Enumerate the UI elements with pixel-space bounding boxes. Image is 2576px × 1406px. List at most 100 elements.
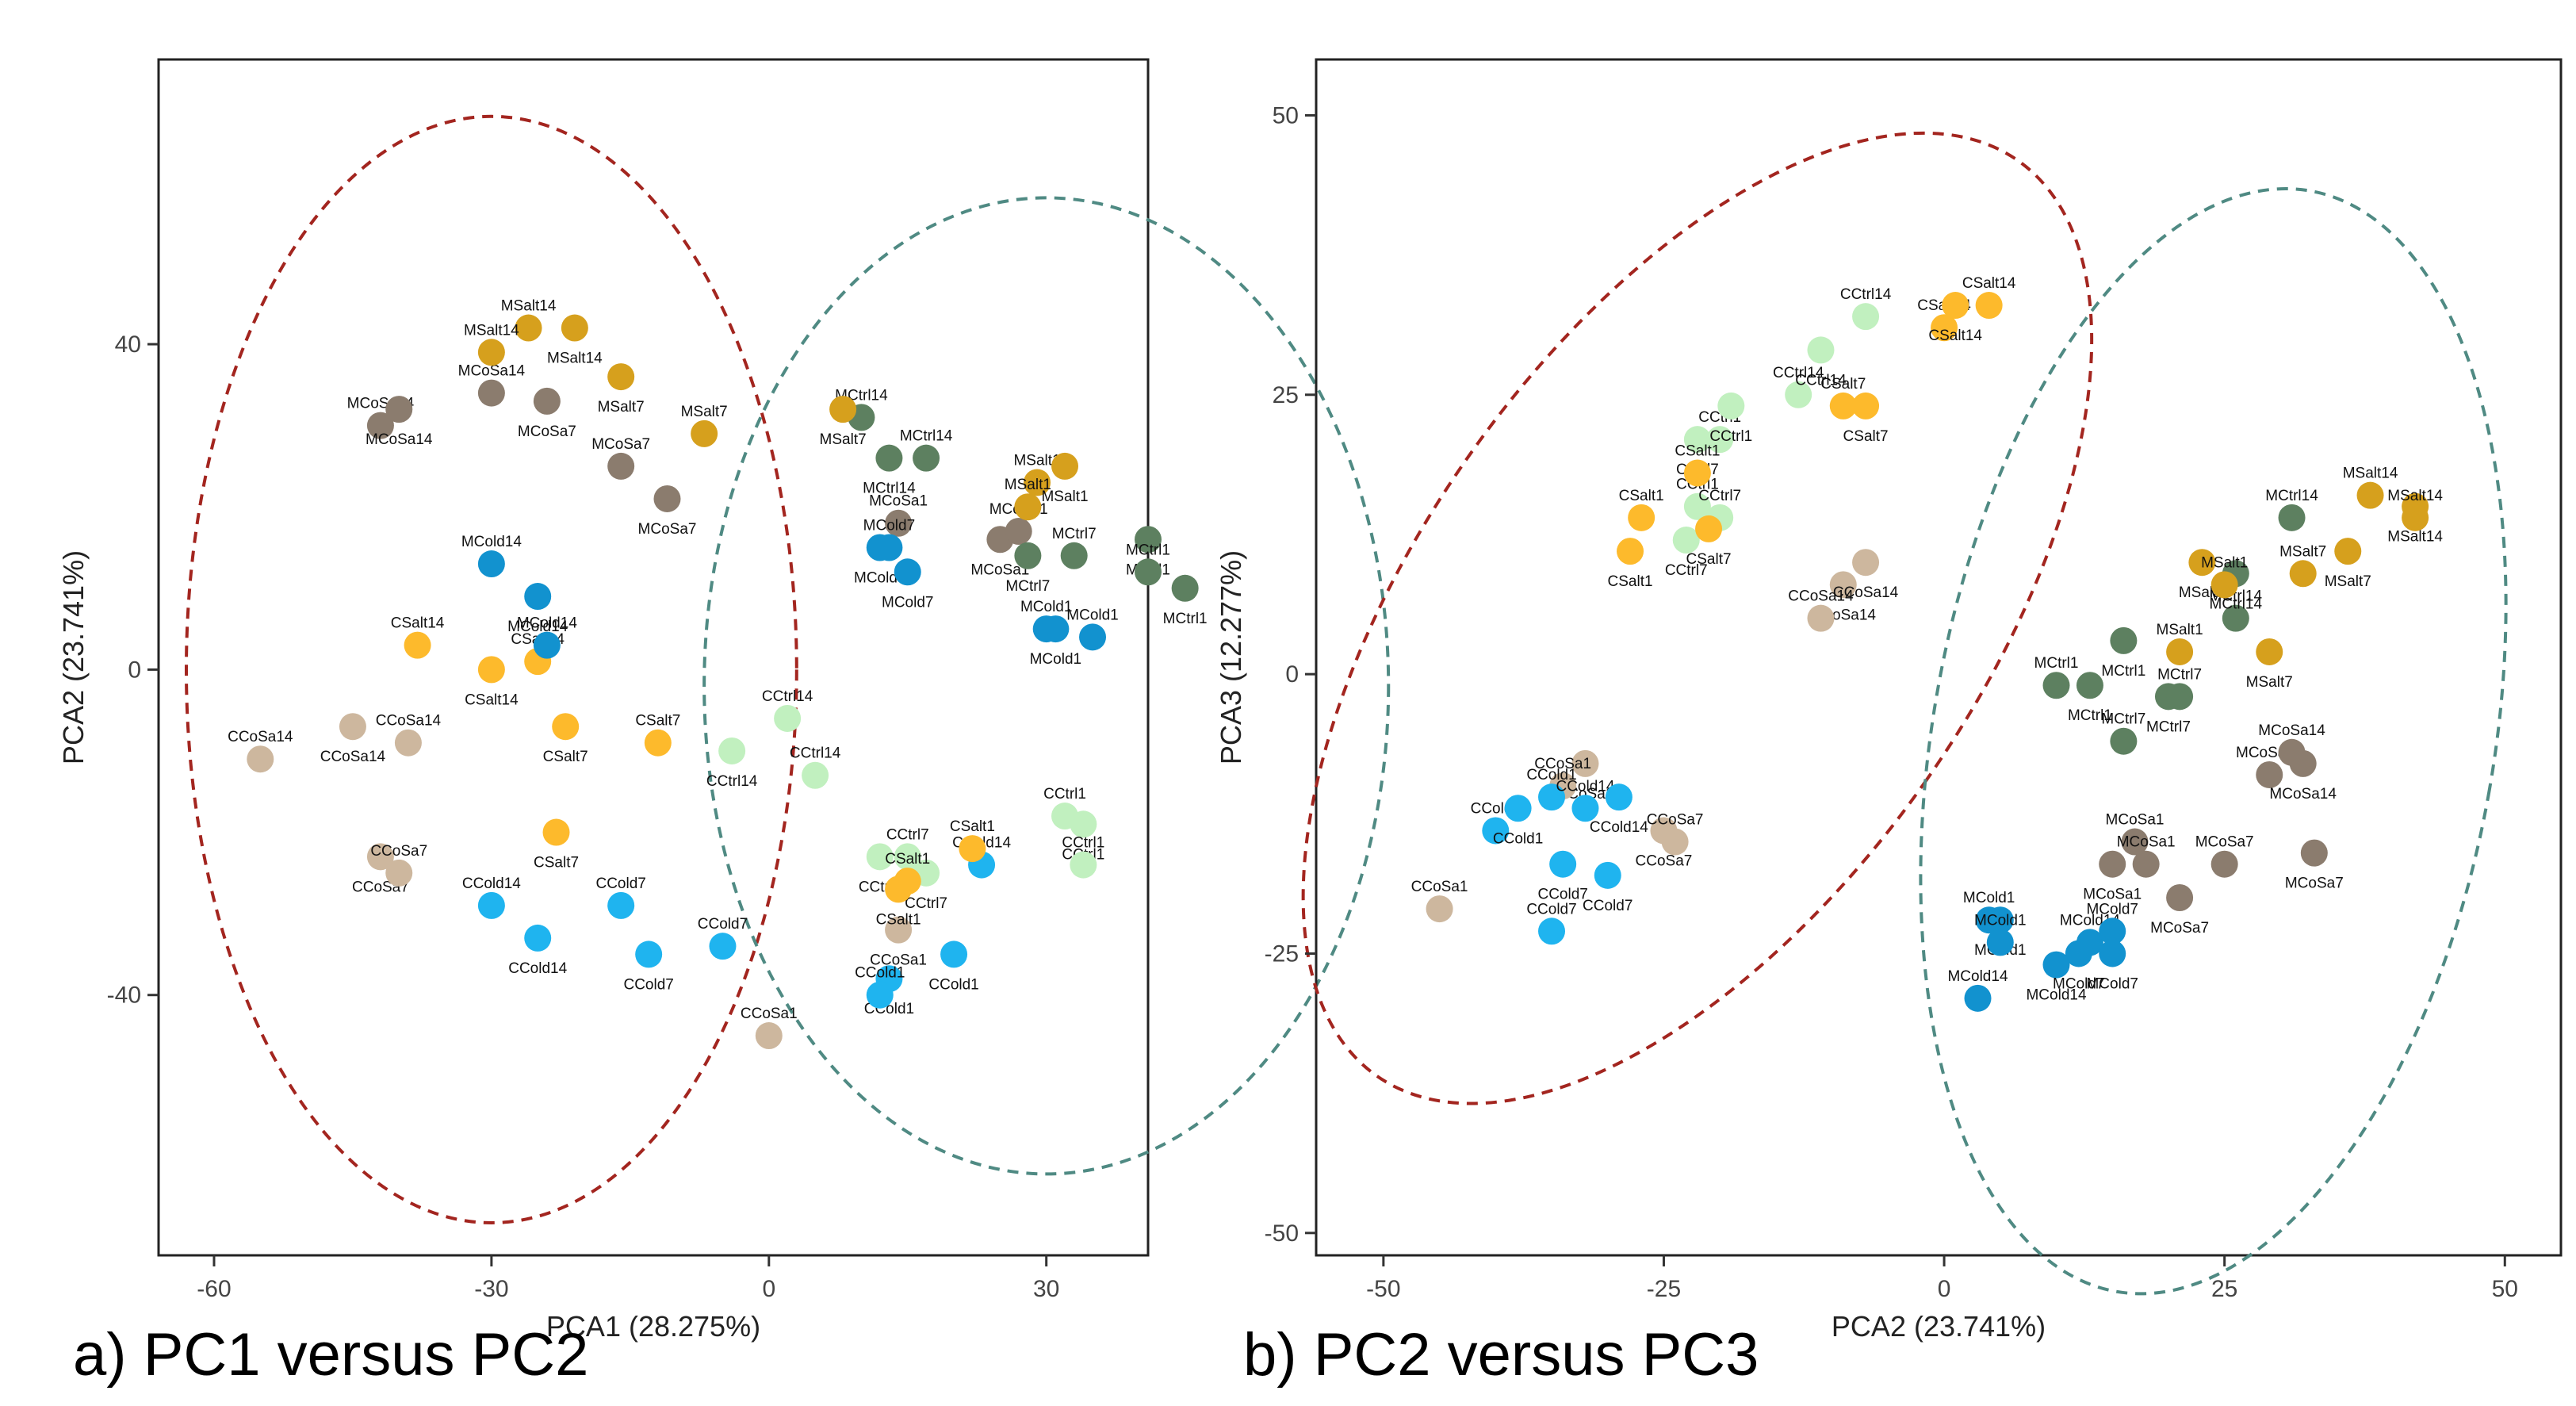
point-label: CCold1 <box>1493 830 1543 847</box>
point-label: CCold14 <box>1556 778 1614 795</box>
point-mcold <box>2065 940 2092 967</box>
point-label: CCoSa7 <box>370 843 427 860</box>
point-cctrl <box>802 761 829 789</box>
point-label: MCoSa1 <box>869 493 928 510</box>
point-ccold <box>1538 783 1566 811</box>
point-label: CCtrl14 <box>1773 365 1824 381</box>
point-mcold <box>533 631 561 659</box>
point-mcold <box>2099 918 2126 945</box>
point-mcold <box>1964 984 1992 1012</box>
point-ccosa <box>1426 895 1453 923</box>
point-mctrl <box>1135 526 1162 554</box>
point-label: MSalt1 <box>1005 477 1051 493</box>
x-tick-label: -30 <box>474 1276 508 1302</box>
point-ccosa <box>1829 571 1857 599</box>
point-mctrl <box>2278 504 2306 531</box>
point-label: CCold14 <box>508 960 567 977</box>
point-label: MSalt1 <box>2157 622 2203 638</box>
point-label: CCoSa7 <box>1647 812 1704 829</box>
point-label: CCold7 <box>698 916 748 933</box>
point-label: MCtrl7 <box>1005 578 1050 595</box>
x-tick-label: 30 <box>1033 1276 1059 1302</box>
point-mcosa <box>366 412 394 439</box>
x-tick-label: 0 <box>762 1276 775 1302</box>
point-mcosa <box>2256 760 2283 788</box>
point-label: MCtrl14 <box>863 481 916 497</box>
point-mcosa <box>2132 850 2160 878</box>
point-label: CCold7 <box>1583 898 1632 914</box>
point-cctrl <box>1852 303 1880 331</box>
point-label: CCoSa1 <box>741 1006 798 1022</box>
point-label: CSalt7 <box>1686 551 1732 568</box>
point-label: MCtrl1 <box>2034 655 2079 672</box>
point-label: MCtrl7 <box>2101 711 2145 728</box>
point-label: MCoSa7 <box>518 423 576 440</box>
point-msalt <box>2256 638 2283 665</box>
point-label: MCtrl1 <box>1163 611 1208 627</box>
point-ccosa <box>885 916 913 944</box>
point-csalt <box>1942 292 1969 320</box>
point-ccold <box>1571 795 1599 822</box>
point-label: CCtrl14 <box>762 688 813 705</box>
point-label: MCtrl7 <box>2146 718 2191 735</box>
point-label: CSalt1 <box>876 911 921 928</box>
point-label: CCold14 <box>462 875 521 892</box>
point-label: MCtrl14 <box>2265 488 2318 504</box>
point-csalt <box>1931 314 1958 342</box>
point-label: MCtrl7 <box>2157 666 2202 683</box>
point-mcosa <box>2099 850 2126 878</box>
point-ccold <box>1605 783 1632 811</box>
point-msalt <box>1024 469 1051 496</box>
point-csalt <box>1852 392 1880 420</box>
point-label: MCoSa7 <box>2285 875 2344 892</box>
point-ccold <box>607 891 635 919</box>
confidence-ellipse-1 <box>1301 131 2094 1105</box>
point-label: CCtrl7 <box>905 895 947 912</box>
point-label: CCtrl14 <box>1840 286 1892 303</box>
point-label: CCoSa14 <box>320 749 386 765</box>
point-label: MCold7 <box>882 594 933 611</box>
y-tick-label: 0 <box>128 657 141 683</box>
x-tick-label: 50 <box>2492 1276 2518 1302</box>
point-label: MCtrl14 <box>2210 596 2263 612</box>
point-mcold <box>1986 929 2014 956</box>
point-cctrl <box>1706 426 1734 454</box>
point-csalt <box>542 818 570 846</box>
plot-frame <box>157 58 1150 1257</box>
point-label: MCold1 <box>1066 607 1118 623</box>
point-ccosa <box>1571 749 1599 777</box>
point-label: MCold14 <box>507 619 568 635</box>
point-mctrl <box>1060 542 1088 569</box>
point-label: MCoSa14 <box>2258 722 2325 739</box>
point-mctrl <box>2076 672 2103 699</box>
point-msalt <box>2334 538 2362 565</box>
point-ccosa <box>755 1022 783 1050</box>
point-label: CCtrl1 <box>1043 786 1086 803</box>
point-label: MCold1 <box>1030 651 1081 668</box>
point-label: CCtrl14 <box>1795 372 1847 389</box>
point-label: MCold1 <box>1963 890 2015 906</box>
point-label: CCtrl7 <box>1698 488 1741 504</box>
point-label: CSalt7 <box>1820 376 1866 393</box>
x-tick-label: 25 <box>2211 1276 2237 1302</box>
point-mcosa <box>533 387 561 415</box>
point-label: MCtrl1 <box>1126 542 1170 558</box>
point-mcosa <box>653 485 681 512</box>
point-label: MCoSa14 <box>2269 786 2337 803</box>
point-label: MCold7 <box>2086 901 2138 918</box>
point-label: CSalt14 <box>465 692 519 708</box>
point-msalt <box>2402 504 2429 531</box>
point-mcold <box>1986 906 2014 934</box>
point-label: CSalt7 <box>635 713 680 730</box>
point-label: MCtrl7 <box>1052 526 1097 542</box>
x-axis-title: PCA1 (28.275%) <box>546 1310 760 1343</box>
point-label: CSalt1 <box>1619 488 1664 504</box>
panel-a-caption: a) PC1 versus PC2 <box>73 1321 589 1389</box>
point-ccold <box>1538 918 1566 945</box>
point-mcosa <box>1005 517 1032 545</box>
point-label: MCold14 <box>517 615 577 632</box>
point-label: CCoSa14 <box>376 713 442 730</box>
x-axis-title: PCA2 (23.741%) <box>1832 1310 2046 1343</box>
point-label: CCold7 <box>595 875 645 892</box>
